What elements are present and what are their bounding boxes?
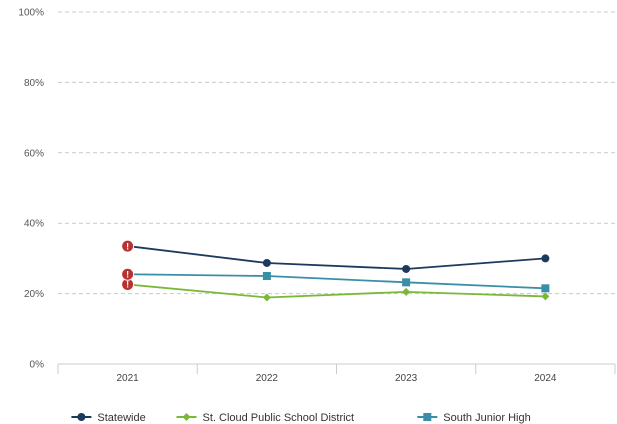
x-tick-label: 2023: [395, 373, 418, 384]
warning-marker-circle: [121, 267, 135, 281]
data-point[interactable]: [541, 292, 550, 301]
data-point[interactable]: [541, 284, 550, 293]
x-tick-label: 2022: [256, 373, 279, 384]
data-point[interactable]: [262, 258, 271, 267]
warning-marker-glyph: !: [126, 241, 129, 251]
warning-marker-circle: [121, 239, 135, 253]
series: !: [121, 277, 550, 302]
data-point[interactable]: [262, 293, 271, 302]
legend-label: Statewide: [97, 412, 145, 424]
x-tick-label: 2021: [117, 373, 140, 384]
exclamation-circle-icon[interactable]: !: [121, 267, 135, 281]
data-point[interactable]: [402, 278, 411, 287]
x-tick-label: 2024: [534, 373, 557, 384]
data-point[interactable]: [541, 254, 550, 263]
exclamation-circle-icon[interactable]: !: [121, 239, 135, 253]
data-point[interactable]: [262, 272, 271, 280]
y-tick-label: 40%: [24, 219, 44, 230]
warning-marker-glyph: !: [126, 280, 129, 290]
y-tick-label: 20%: [24, 289, 44, 300]
legend-item[interactable]: Statewide: [71, 412, 146, 424]
data-point[interactable]: [402, 264, 411, 273]
y-tick-label: 60%: [24, 148, 44, 159]
legend-marker: [182, 413, 191, 421]
y-axis: 0% 20% 40% 60% 80% 100%: [18, 8, 44, 371]
legend-marker: [77, 413, 86, 421]
legend-marker: [423, 413, 432, 421]
y-tick-label: 0%: [30, 360, 45, 371]
grid-lines: [58, 11, 615, 295]
series-line: [127, 283, 546, 299]
legend: Statewide St. Cloud Public School Distric…: [71, 412, 531, 424]
x-axis: 2021 2022 2023 2024: [57, 363, 616, 384]
series: !: [121, 239, 550, 273]
legend-label: St. Cloud Public School District: [203, 412, 355, 424]
legend-label: South Junior High: [443, 412, 530, 424]
legend-item[interactable]: St. Cloud Public School District: [176, 412, 355, 424]
series-line: [127, 245, 546, 270]
series-line: [127, 273, 546, 290]
data-point[interactable]: [402, 287, 411, 296]
y-tick-label: 100%: [18, 8, 44, 19]
series-group: !!!: [121, 239, 550, 302]
warning-marker-glyph: !: [126, 269, 129, 279]
y-tick-label: 80%: [24, 78, 44, 89]
series: !: [121, 267, 550, 293]
legend-item[interactable]: South Junior High: [417, 412, 531, 424]
